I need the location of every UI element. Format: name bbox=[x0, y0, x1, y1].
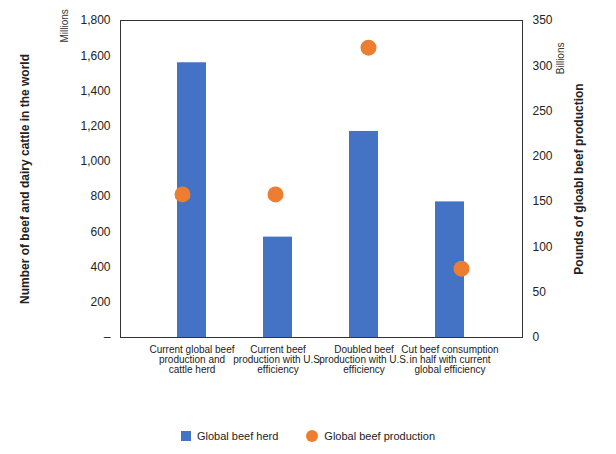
svg-text:300: 300 bbox=[533, 59, 553, 73]
svg-text:Doubled beefproduction with U.: Doubled beefproduction with U.S.efficien… bbox=[319, 344, 409, 375]
svg-text:1,200: 1,200 bbox=[80, 119, 110, 133]
svg-text:1,000: 1,000 bbox=[80, 154, 110, 168]
svg-text:150: 150 bbox=[533, 194, 553, 208]
svg-text:250: 250 bbox=[533, 104, 553, 118]
svg-text:Millions: Millions bbox=[59, 9, 70, 42]
html-text:Global beef herd: Global beef herd bbox=[197, 430, 279, 442]
svg-text:600: 600 bbox=[90, 225, 110, 239]
svg-text:Cut beef consumptionin half wi: Cut beef consumptionin half with current… bbox=[401, 344, 498, 375]
svg-text:800: 800 bbox=[90, 189, 110, 203]
svg-text:50: 50 bbox=[533, 285, 547, 299]
svg-text:Number of beef and dairy cattl: Number of beef and dairy cattle in the w… bbox=[18, 54, 32, 304]
svg-text:Current global beefproduction: Current global beefproduction andcattle … bbox=[149, 344, 234, 375]
svg-text:100: 100 bbox=[533, 240, 553, 254]
svg-text:350: 350 bbox=[533, 13, 553, 27]
svg-text:Pounds of gloabl beef producti: Pounds of gloabl beef production bbox=[572, 83, 586, 274]
svg-text:1,800: 1,800 bbox=[80, 13, 110, 27]
svg-text:0: 0 bbox=[533, 330, 540, 344]
svg-text:400: 400 bbox=[90, 260, 110, 274]
svg-text:–: – bbox=[104, 330, 111, 344]
svg-text:Billions: Billions bbox=[555, 43, 566, 75]
svg-text:1,600: 1,600 bbox=[80, 49, 110, 63]
svg-text:200: 200 bbox=[533, 149, 553, 163]
svg-text:Current beefproduction with U.: Current beefproduction with U.S.efficien… bbox=[233, 344, 323, 375]
svg-text:200: 200 bbox=[90, 295, 110, 309]
svg-text:1,400: 1,400 bbox=[80, 84, 110, 98]
html-text:Global beef production: Global beef production bbox=[324, 430, 435, 442]
